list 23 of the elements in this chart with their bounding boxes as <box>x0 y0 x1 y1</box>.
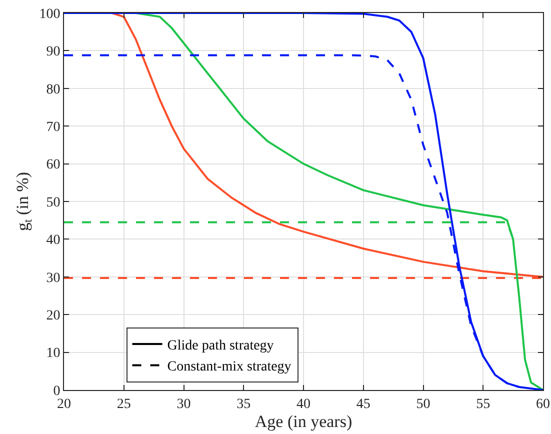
x-tick-label: 60 <box>536 396 550 412</box>
x-tick-label: 25 <box>116 396 131 412</box>
y-tick-label: 70 <box>46 120 60 135</box>
x-axis-title: Age (in years) <box>254 412 352 432</box>
x-tick-label: 40 <box>296 396 310 412</box>
x-tick-label: 30 <box>176 396 191 412</box>
y-tick-label: 90 <box>46 44 60 60</box>
x-tick-label: 20 <box>57 396 71 412</box>
x-tick-label: 50 <box>416 396 430 412</box>
y-tick-label: 10 <box>46 346 60 362</box>
y-tick-label: 80 <box>46 82 60 98</box>
x-tick-label: 35 <box>236 396 251 412</box>
y-tick-label: 20 <box>46 308 60 324</box>
legend-label: Constant-mix strategy <box>167 360 292 375</box>
x-tick-label: 45 <box>356 396 370 412</box>
legend-label: Glide path strategy <box>167 338 274 354</box>
y-tick-label: 50 <box>46 195 60 210</box>
y-tick-label: 0 <box>53 384 60 399</box>
y-tick-label: 100 <box>39 6 60 22</box>
y-tick-label: 30 <box>46 270 60 286</box>
y-tick-label: 60 <box>46 158 60 173</box>
x-tick-label: 55 <box>476 396 490 412</box>
y-tick-label: 40 <box>46 233 60 248</box>
